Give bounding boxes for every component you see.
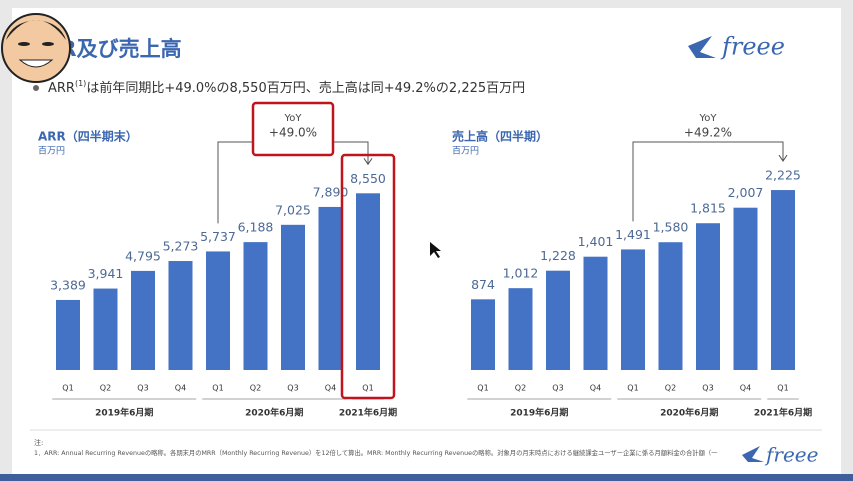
avatar-mouth <box>18 59 54 68</box>
chart-subtitle: 百万円 <box>38 146 65 157</box>
avatar-eye <box>18 42 30 46</box>
x-tick-label: Q1 <box>477 384 488 393</box>
value-label: 7,890 <box>313 184 349 199</box>
logo-bird <box>688 36 716 58</box>
bar <box>471 299 495 370</box>
avatar-face <box>1 13 71 83</box>
x-tick-label: Q1 <box>62 384 73 393</box>
bar <box>93 288 118 370</box>
chart-title: 売上高（四半期） <box>452 129 548 144</box>
yoy-box <box>678 110 738 140</box>
group-label: 2019年6月期 <box>95 407 153 419</box>
bar <box>206 251 230 370</box>
yoy-arrow <box>363 158 373 166</box>
value-label: 6,188 <box>238 220 274 235</box>
value-label: 3,389 <box>50 277 86 292</box>
bar <box>658 242 683 370</box>
yoy-bracket <box>632 141 784 222</box>
value-label: 1,401 <box>578 234 614 249</box>
value-label: 1,491 <box>615 227 651 242</box>
bottom-band <box>0 474 853 481</box>
group-label: 2020年6月期 <box>660 407 718 419</box>
logo-text: freee <box>720 33 785 61</box>
logo-bird <box>742 446 764 462</box>
yoy-label: YoY <box>283 113 302 124</box>
group-label: 2021年6月期 <box>339 407 397 419</box>
x-tick-label: Q2 <box>100 384 111 393</box>
x-tick-label: Q1 <box>627 384 638 393</box>
x-tick-label: Q3 <box>287 384 298 393</box>
avatar-hair <box>6 20 66 40</box>
bar <box>583 256 608 370</box>
bar <box>508 288 533 370</box>
bullet-text: は前年同期比+49.0%の8,550百万円、売上高は同+49.2%の2,225百… <box>86 80 525 96</box>
bar <box>546 270 570 370</box>
avatar <box>1 13 71 83</box>
charts: ARR（四半期末） 百万円 3,389 Q1 3,941 Q2 4,795 Q3 5,273 Q4… <box>38 101 812 419</box>
bar <box>56 299 80 370</box>
value-label: 2,007 <box>728 185 764 200</box>
value-label: 5,737 <box>200 229 236 244</box>
yoy-value: +49.0% <box>269 126 317 140</box>
group-label: 2021年6月期 <box>754 407 812 419</box>
bar <box>356 193 380 370</box>
chart-subtitle: 百万円 <box>452 146 479 157</box>
value-label: 2,225 <box>765 168 801 183</box>
x-tick-label: Q3 <box>137 384 148 393</box>
value-label: 1,815 <box>690 201 726 216</box>
bar <box>318 206 343 370</box>
bullet-lead: ARR <box>48 81 75 96</box>
bar <box>281 224 305 370</box>
value-label: 1,580 <box>653 220 689 235</box>
bar <box>621 249 645 370</box>
value-label: 1,228 <box>540 248 576 263</box>
value-label: 7,025 <box>275 202 311 217</box>
logo: freee <box>688 33 785 61</box>
value-label: 8,550 <box>350 171 386 186</box>
bar <box>771 190 795 370</box>
x-tick-label: Q3 <box>552 384 563 393</box>
yoy-arrow <box>778 154 788 162</box>
group-label: 2019年6月期 <box>510 407 568 419</box>
group-label: 2020年6月期 <box>245 407 303 419</box>
yoy-label: YoY <box>698 113 717 124</box>
footnote: 1．ARR: Annual Recurring Revenueの略称。各期末月の… <box>34 448 718 457</box>
bullet-note-mark: (1) <box>75 79 86 88</box>
x-tick-label: Q1 <box>362 384 373 393</box>
x-tick-label: Q2 <box>250 384 261 393</box>
x-tick-label: Q1 <box>212 384 223 393</box>
logo-small: freee <box>742 443 818 467</box>
bar <box>131 270 155 370</box>
footnote-head: 注: <box>34 438 43 447</box>
x-tick-label: Q3 <box>702 384 713 393</box>
yoy-value: +49.2% <box>684 126 732 140</box>
x-tick-label: Q4 <box>175 384 186 393</box>
bar <box>243 242 268 370</box>
bar <box>168 261 193 370</box>
value-label: 3,941 <box>88 266 124 281</box>
x-tick-label: Q1 <box>777 384 788 393</box>
value-label: 5,273 <box>163 239 199 254</box>
avatar-eye <box>42 42 54 46</box>
bullet: ARR(1)は前年同期比+49.0%の8,550百万円、売上高は同+49.2%の… <box>48 79 525 96</box>
x-tick-label: Q4 <box>740 384 751 393</box>
bar <box>696 223 720 370</box>
value-label: 4,795 <box>125 248 161 263</box>
x-tick-label: Q2 <box>515 384 526 393</box>
value-label: 1,012 <box>503 266 539 281</box>
chart-title: ARR（四半期末） <box>38 129 138 144</box>
logo-text: freee <box>764 443 818 467</box>
bar <box>733 207 758 370</box>
highlight-box <box>340 153 396 400</box>
x-tick-label: Q4 <box>590 384 601 393</box>
bullet-dot <box>33 85 39 91</box>
yoy-box <box>251 101 335 157</box>
x-tick-label: Q2 <box>665 384 676 393</box>
value-label: 874 <box>471 277 495 292</box>
x-tick-label: Q4 <box>325 384 336 393</box>
cursor <box>430 242 441 258</box>
